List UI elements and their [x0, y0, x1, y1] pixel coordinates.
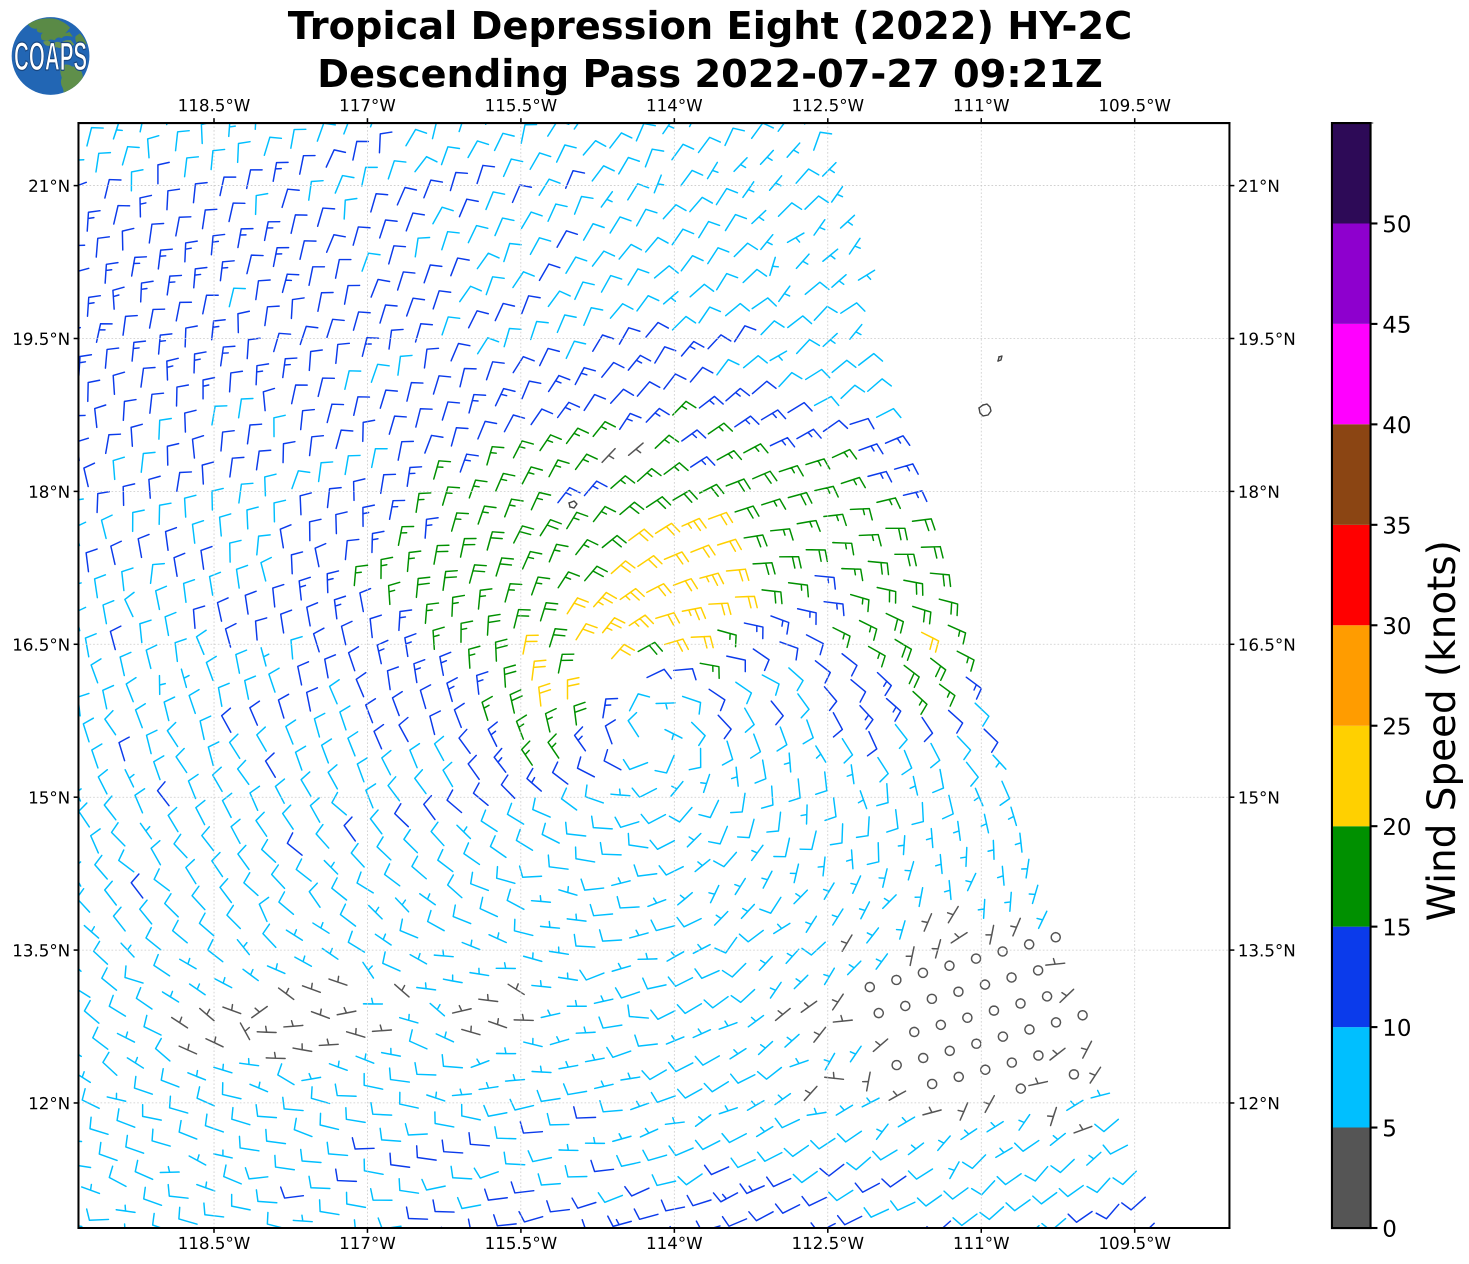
svg-text:COAPS: COAPS	[14, 34, 87, 79]
